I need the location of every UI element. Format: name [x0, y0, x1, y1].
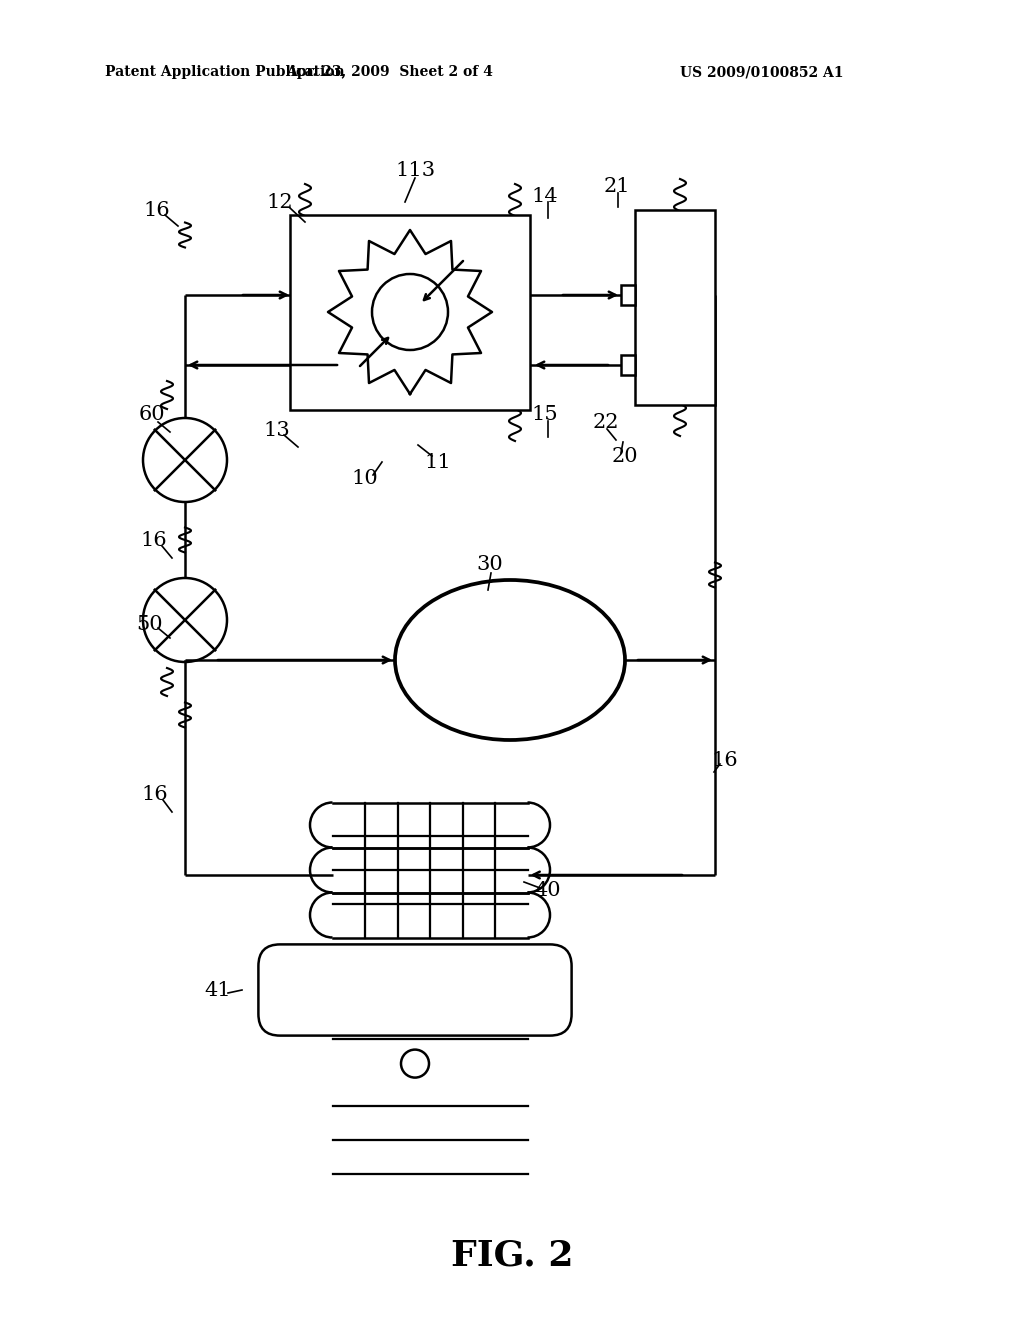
Text: 14: 14	[531, 186, 558, 206]
Text: 10: 10	[351, 469, 379, 487]
Text: US 2009/0100852 A1: US 2009/0100852 A1	[680, 65, 844, 79]
Bar	[621, 355, 635, 375]
Text: 113: 113	[395, 161, 435, 180]
Text: 16: 16	[143, 201, 170, 219]
Text: FIG. 2: FIG. 2	[451, 1238, 573, 1272]
Text: Apr. 23, 2009  Sheet 2 of 4: Apr. 23, 2009 Sheet 2 of 4	[287, 65, 494, 79]
Text: 40: 40	[535, 880, 561, 899]
Text: 30: 30	[476, 556, 504, 574]
Text: 16: 16	[712, 751, 738, 770]
Text: 20: 20	[611, 446, 638, 466]
Text: 60: 60	[138, 405, 165, 425]
Bar	[635, 210, 715, 405]
Text: 11: 11	[425, 453, 452, 471]
Bar	[621, 285, 635, 305]
Text: 12: 12	[266, 193, 293, 211]
Text: 41: 41	[205, 981, 231, 999]
Text: Patent Application Publication: Patent Application Publication	[105, 65, 345, 79]
Text: 21: 21	[604, 177, 631, 195]
Text: 13: 13	[263, 421, 291, 440]
Text: 16: 16	[141, 785, 168, 804]
Bar	[290, 215, 530, 411]
Text: 50: 50	[136, 615, 163, 634]
Text: 22: 22	[593, 413, 620, 433]
Text: 15: 15	[531, 405, 558, 425]
Text: 16: 16	[140, 531, 167, 549]
FancyBboxPatch shape	[258, 944, 571, 1036]
